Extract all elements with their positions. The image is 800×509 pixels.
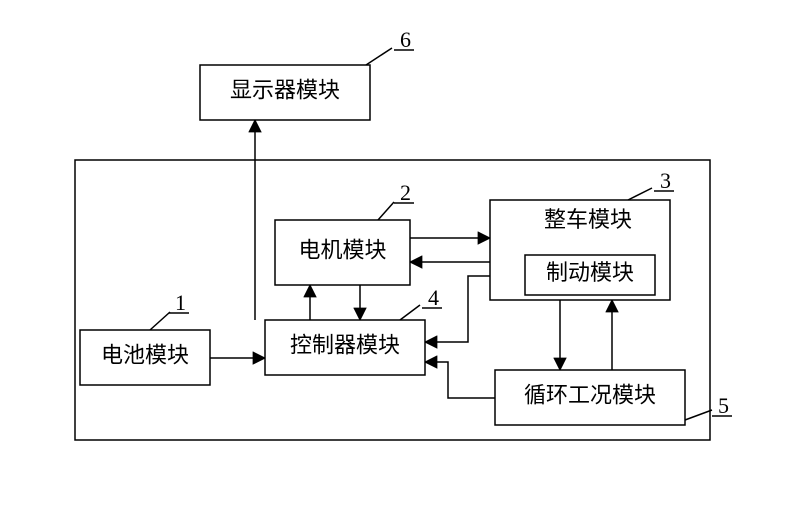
node-battery-label: 电池模块 bbox=[101, 343, 189, 368]
cycle-to-controller bbox=[425, 362, 495, 398]
node-motor-label: 电机模块 bbox=[298, 238, 386, 263]
leader-battery-number: 1 bbox=[175, 290, 186, 315]
nodes-layer: 显示器模块电机模块 整车模块制动模块电池模块 控制器模块循环工况模块 bbox=[80, 65, 685, 425]
leader-cycle-number: 5 bbox=[718, 393, 729, 418]
leader-motor-number: 2 bbox=[400, 180, 411, 205]
leader-controller-number: 4 bbox=[428, 285, 439, 310]
node-vehicle-inner-label: 制动模块 bbox=[546, 260, 634, 285]
leader-motor: 2 bbox=[378, 180, 414, 220]
leader-cycle: 5 bbox=[685, 393, 732, 420]
node-display: 显示器模块 bbox=[200, 65, 370, 120]
leader-battery: 1 bbox=[150, 290, 189, 330]
node-vehicle-label: 整车模块 bbox=[544, 207, 632, 232]
node-battery: 电池模块 bbox=[80, 330, 210, 385]
node-vehicle: 整车模块制动模块 bbox=[490, 200, 670, 300]
node-cycle: 循环工况模块 bbox=[495, 370, 685, 425]
node-controller-label: 控制器模块 bbox=[290, 333, 400, 358]
leader-controller: 4 bbox=[400, 285, 442, 320]
node-display-label: 显示器模块 bbox=[230, 78, 340, 103]
leader-display-number: 6 bbox=[400, 27, 411, 52]
leader-vehicle-number: 3 bbox=[660, 168, 671, 193]
node-controller: 控制器模块 bbox=[265, 320, 425, 375]
leader-display: 6 bbox=[366, 27, 414, 65]
block-diagram: 显示器模块电机模块 整车模块制动模块电池模块 控制器模块循环工况模块 6 2 3 1 4 5 bbox=[0, 0, 800, 509]
node-cycle-label: 循环工况模块 bbox=[524, 383, 656, 408]
node-motor: 电机模块 bbox=[275, 220, 410, 285]
leader-vehicle: 3 bbox=[628, 168, 674, 200]
